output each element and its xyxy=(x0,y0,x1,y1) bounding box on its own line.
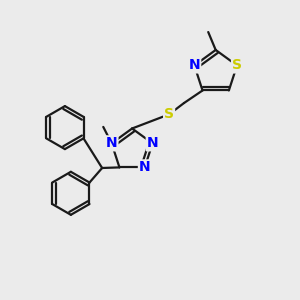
Text: S: S xyxy=(164,107,174,122)
Text: N: N xyxy=(189,58,200,72)
Text: N: N xyxy=(147,136,158,150)
Text: S: S xyxy=(232,58,242,72)
Text: N: N xyxy=(106,136,117,150)
Text: N: N xyxy=(139,160,151,174)
